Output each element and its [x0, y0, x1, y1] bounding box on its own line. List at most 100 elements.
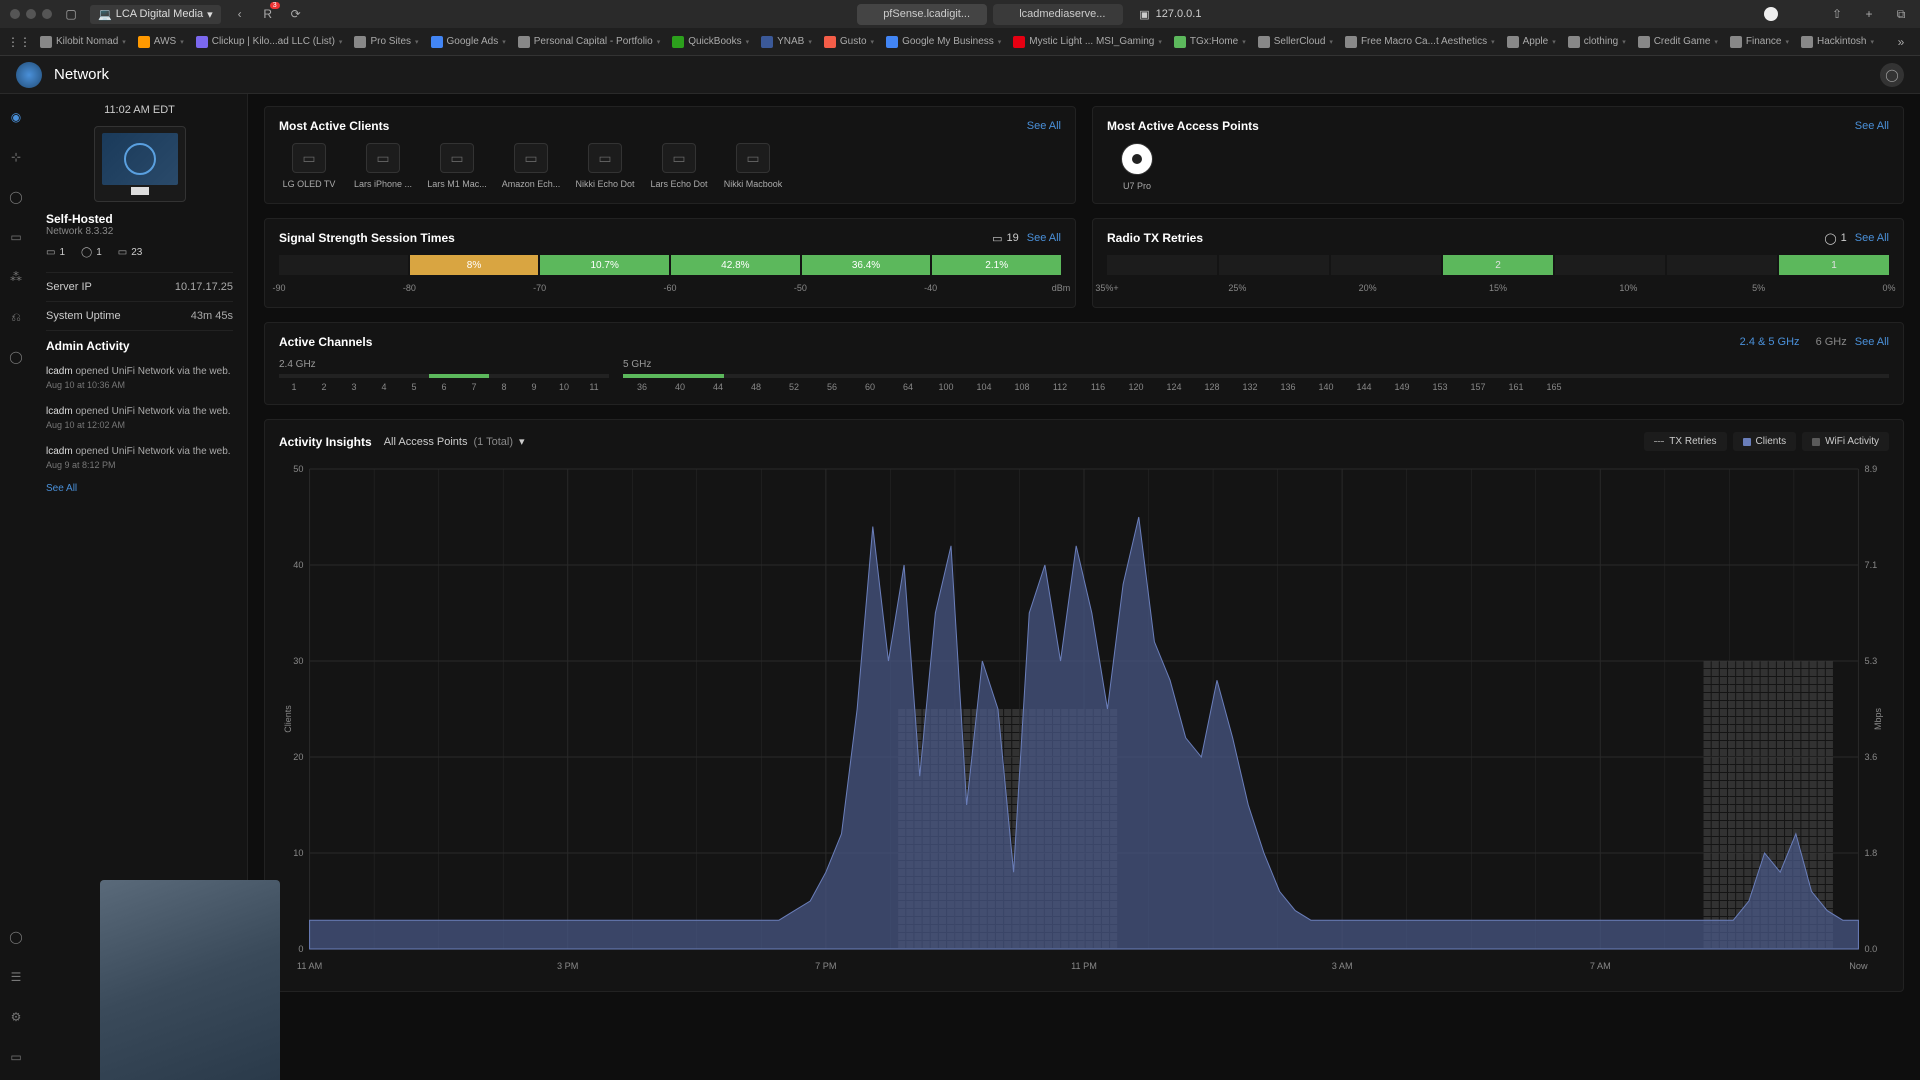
nav-security-icon[interactable]: ◯: [7, 348, 25, 366]
legend-item[interactable]: TX Retries: [1644, 432, 1726, 451]
bookmark-item[interactable]: AWS▾: [138, 36, 184, 48]
device-name: Self-Hosted: [46, 212, 233, 226]
ap-icon: [1121, 143, 1153, 175]
channels-panel: Active Channels 2.4 & 5 GHz6 GHz See All…: [264, 322, 1904, 405]
channel-tick: 40: [661, 382, 699, 392]
bookmark-item[interactable]: QuickBooks▾: [672, 36, 749, 48]
signal-axis-tick: dBm: [1052, 283, 1071, 293]
client-item[interactable]: ▭LG OLED TV: [279, 143, 339, 189]
browser-tab[interactable]: pfSense.lcadigit...: [857, 4, 987, 25]
bookmark-item[interactable]: Pro Sites▾: [354, 36, 418, 48]
channel-tick: 8: [489, 382, 519, 392]
retries-axis-tick: 25%: [1228, 283, 1246, 293]
channel-tick: 104: [965, 382, 1003, 392]
max-dot[interactable]: [42, 9, 52, 19]
aps-see-all[interactable]: See All: [1855, 120, 1889, 132]
nav-settings-icon[interactable]: ⚙: [7, 1008, 25, 1026]
bookmark-item[interactable]: Finance▾: [1730, 36, 1789, 48]
bookmark-item[interactable]: Clickup | Kilo...ad LLC (List)▾: [196, 36, 343, 48]
nav-clients-icon[interactable]: ▭: [7, 228, 25, 246]
client-item[interactable]: ▭Lars iPhone ...: [353, 143, 413, 189]
svg-text:30: 30: [293, 656, 303, 666]
nav-topology-icon[interactable]: ⊹: [7, 148, 25, 166]
svg-text:7.1: 7.1: [1865, 560, 1878, 570]
bookmark-item[interactable]: Google My Business▾: [886, 36, 1001, 48]
nav-users-icon[interactable]: ⁂: [7, 268, 25, 286]
legend-item[interactable]: WiFi Activity: [1802, 432, 1889, 451]
ap-item[interactable]: U7 Pro: [1107, 143, 1167, 191]
signal-panel: Signal Strength Session Times ▭ 19 See A…: [264, 218, 1076, 308]
client-item[interactable]: ▭Nikki Macbook: [723, 143, 783, 189]
nav-devices-icon[interactable]: ◯: [7, 188, 25, 206]
nav-panel-icon[interactable]: ▭: [7, 1048, 25, 1066]
client-icon: ▭: [588, 143, 622, 173]
bookmarks-menu-icon[interactable]: ⋮⋮: [10, 33, 28, 51]
legend-item[interactable]: Clients: [1733, 432, 1797, 451]
clients-title: Most Active Clients: [279, 119, 389, 133]
retries-axis-tick: 5%: [1752, 283, 1765, 293]
tabs-icon[interactable]: ⧉: [1892, 5, 1910, 23]
sidebar-toggle-icon[interactable]: ▢: [62, 5, 80, 23]
forward-icon[interactable]: R3: [259, 5, 277, 23]
webcam-feed: [100, 880, 280, 1080]
min-dot[interactable]: [26, 9, 36, 19]
nav-list-icon[interactable]: ☰: [7, 968, 25, 986]
client-item[interactable]: ▭Nikki Echo Dot: [575, 143, 635, 189]
bookmark-item[interactable]: clothing▾: [1568, 36, 1626, 48]
bookmark-item[interactable]: Personal Capital - Portfolio▾: [518, 36, 660, 48]
signal-title: Signal Strength Session Times: [279, 231, 455, 245]
reload-icon[interactable]: ⟳: [287, 5, 305, 23]
bookmark-item[interactable]: Kilobit Nomad▾: [40, 36, 126, 48]
share-icon[interactable]: ⇧: [1828, 5, 1846, 23]
band-toggle-option[interactable]: 2.4 & 5 GHz: [1740, 336, 1800, 348]
workspace-dropdown[interactable]: 💻LCA Digital Media▾: [90, 5, 221, 24]
bookmark-item[interactable]: SellerCloud▾: [1258, 36, 1333, 48]
client-item[interactable]: ▭Lars Echo Dot: [649, 143, 709, 189]
client-item[interactable]: ▭Lars M1 Mac...: [427, 143, 487, 189]
channel-tick: 5: [399, 382, 429, 392]
retries-panel: Radio TX Retries ◯ 1 See All 21 35%+25%2…: [1092, 218, 1904, 308]
clients-see-all[interactable]: See All: [1027, 120, 1061, 132]
user-avatar-icon[interactable]: ◯: [1880, 63, 1904, 87]
activity-item: lcadm opened UniFi Network via the web.A…: [46, 439, 233, 479]
url-display[interactable]: ▣127.0.0.1: [1129, 4, 1211, 25]
new-tab-icon[interactable]: +: [1860, 5, 1878, 23]
insights-title: Activity Insights: [279, 435, 372, 449]
device-version: Network 8.3.32: [46, 226, 233, 237]
bookmark-item[interactable]: YNAB▾: [761, 36, 812, 48]
channel-tick: 6: [429, 382, 459, 392]
nav-stats-icon[interactable]: ⎌: [7, 308, 25, 326]
retries-see-all[interactable]: See All: [1855, 232, 1889, 244]
bookmark-item[interactable]: TGx:Home▾: [1174, 36, 1246, 48]
signal-see-all[interactable]: See All: [1027, 232, 1061, 244]
back-icon[interactable]: ‹: [231, 5, 249, 23]
nav-dashboard-icon[interactable]: ◉: [7, 108, 25, 126]
channels-see-all[interactable]: See All: [1855, 336, 1889, 348]
bookmark-item[interactable]: Mystic Light ... MSI_Gaming▾: [1013, 36, 1162, 48]
retries-count: ◯ 1: [1824, 232, 1846, 245]
band5-label: 5 GHz: [623, 359, 1889, 370]
activity-see-all[interactable]: See All: [46, 479, 77, 498]
channel-tick: 165: [1535, 382, 1573, 392]
bookmarks-bar: ⋮⋮ Kilobit Nomad▾ AWS▾ Clickup | Kilo...ad…: [0, 28, 1920, 56]
ap-selector[interactable]: All Access Points (1 Total) ▾: [384, 435, 525, 448]
bookmark-item[interactable]: Hackintosh▾: [1801, 36, 1874, 48]
retries-segment: [1555, 255, 1665, 275]
bookmark-item[interactable]: Apple▾: [1507, 36, 1556, 48]
nav-profile-icon[interactable]: ◯: [7, 928, 25, 946]
client-item[interactable]: ▭Amazon Ech...: [501, 143, 561, 189]
channel-tick: 120: [1117, 382, 1155, 392]
close-dot[interactable]: [10, 9, 20, 19]
channel-tick: 7: [459, 382, 489, 392]
bookmark-item[interactable]: Free Macro Ca...t Aesthetics▾: [1345, 36, 1495, 48]
bookmarks-overflow-icon[interactable]: »: [1892, 33, 1910, 51]
svg-text:1.8: 1.8: [1865, 848, 1878, 858]
bookmark-item[interactable]: Credit Game▾: [1638, 36, 1718, 48]
client-icon: ▭: [440, 143, 474, 173]
bookmark-item[interactable]: Google Ads▾: [431, 36, 506, 48]
unifi-logo-icon[interactable]: [16, 62, 42, 88]
band-toggle-option[interactable]: 6 GHz: [1816, 336, 1847, 348]
device-image[interactable]: [94, 126, 186, 202]
bookmark-item[interactable]: Gusto▾: [824, 36, 874, 48]
browser-tab[interactable]: lcadmediaserve...: [993, 4, 1123, 25]
